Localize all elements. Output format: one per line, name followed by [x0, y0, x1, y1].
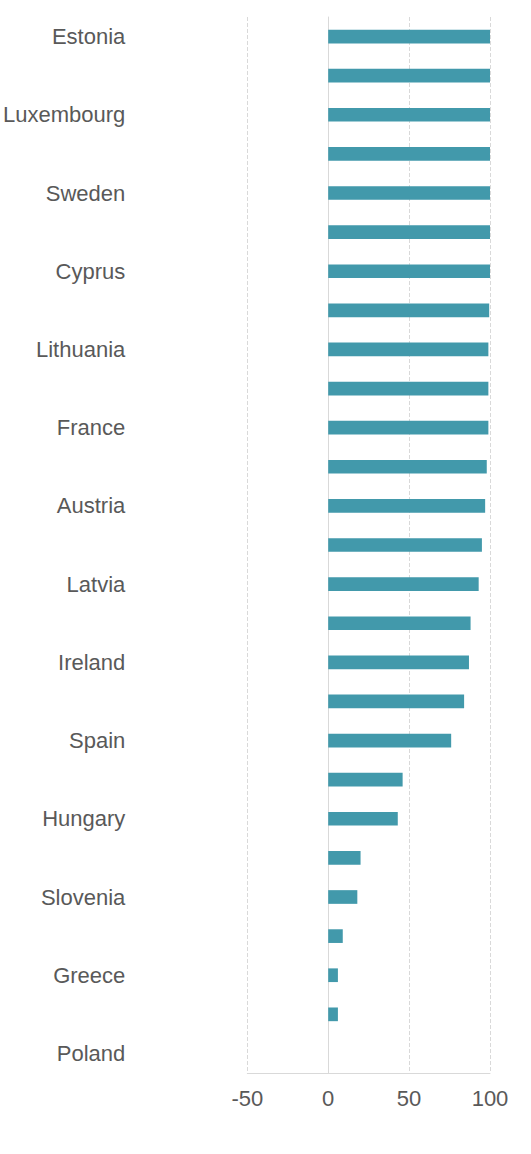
- svg-text:-50: -50: [231, 1086, 263, 1111]
- svg-text:100: 100: [472, 1086, 509, 1111]
- svg-text:Luxembourg: Luxembourg: [3, 102, 125, 127]
- svg-text:Estonia: Estonia: [52, 24, 126, 49]
- svg-text:Hungary: Hungary: [42, 806, 125, 831]
- svg-text:Ireland: Ireland: [58, 650, 125, 675]
- svg-text:0: 0: [322, 1086, 334, 1111]
- svg-text:Slovenia: Slovenia: [41, 885, 126, 910]
- svg-text:50: 50: [397, 1086, 421, 1111]
- svg-text:Cyprus: Cyprus: [56, 259, 126, 284]
- svg-text:Greece: Greece: [53, 963, 125, 988]
- svg-text:Poland: Poland: [57, 1041, 126, 1066]
- svg-text:Austria: Austria: [57, 493, 126, 518]
- svg-text:France: France: [57, 415, 125, 440]
- svg-text:Lithuania: Lithuania: [36, 337, 126, 362]
- svg-text:Sweden: Sweden: [46, 181, 126, 206]
- svg-text:Spain: Spain: [69, 728, 125, 753]
- svg-text:Latvia: Latvia: [67, 572, 126, 597]
